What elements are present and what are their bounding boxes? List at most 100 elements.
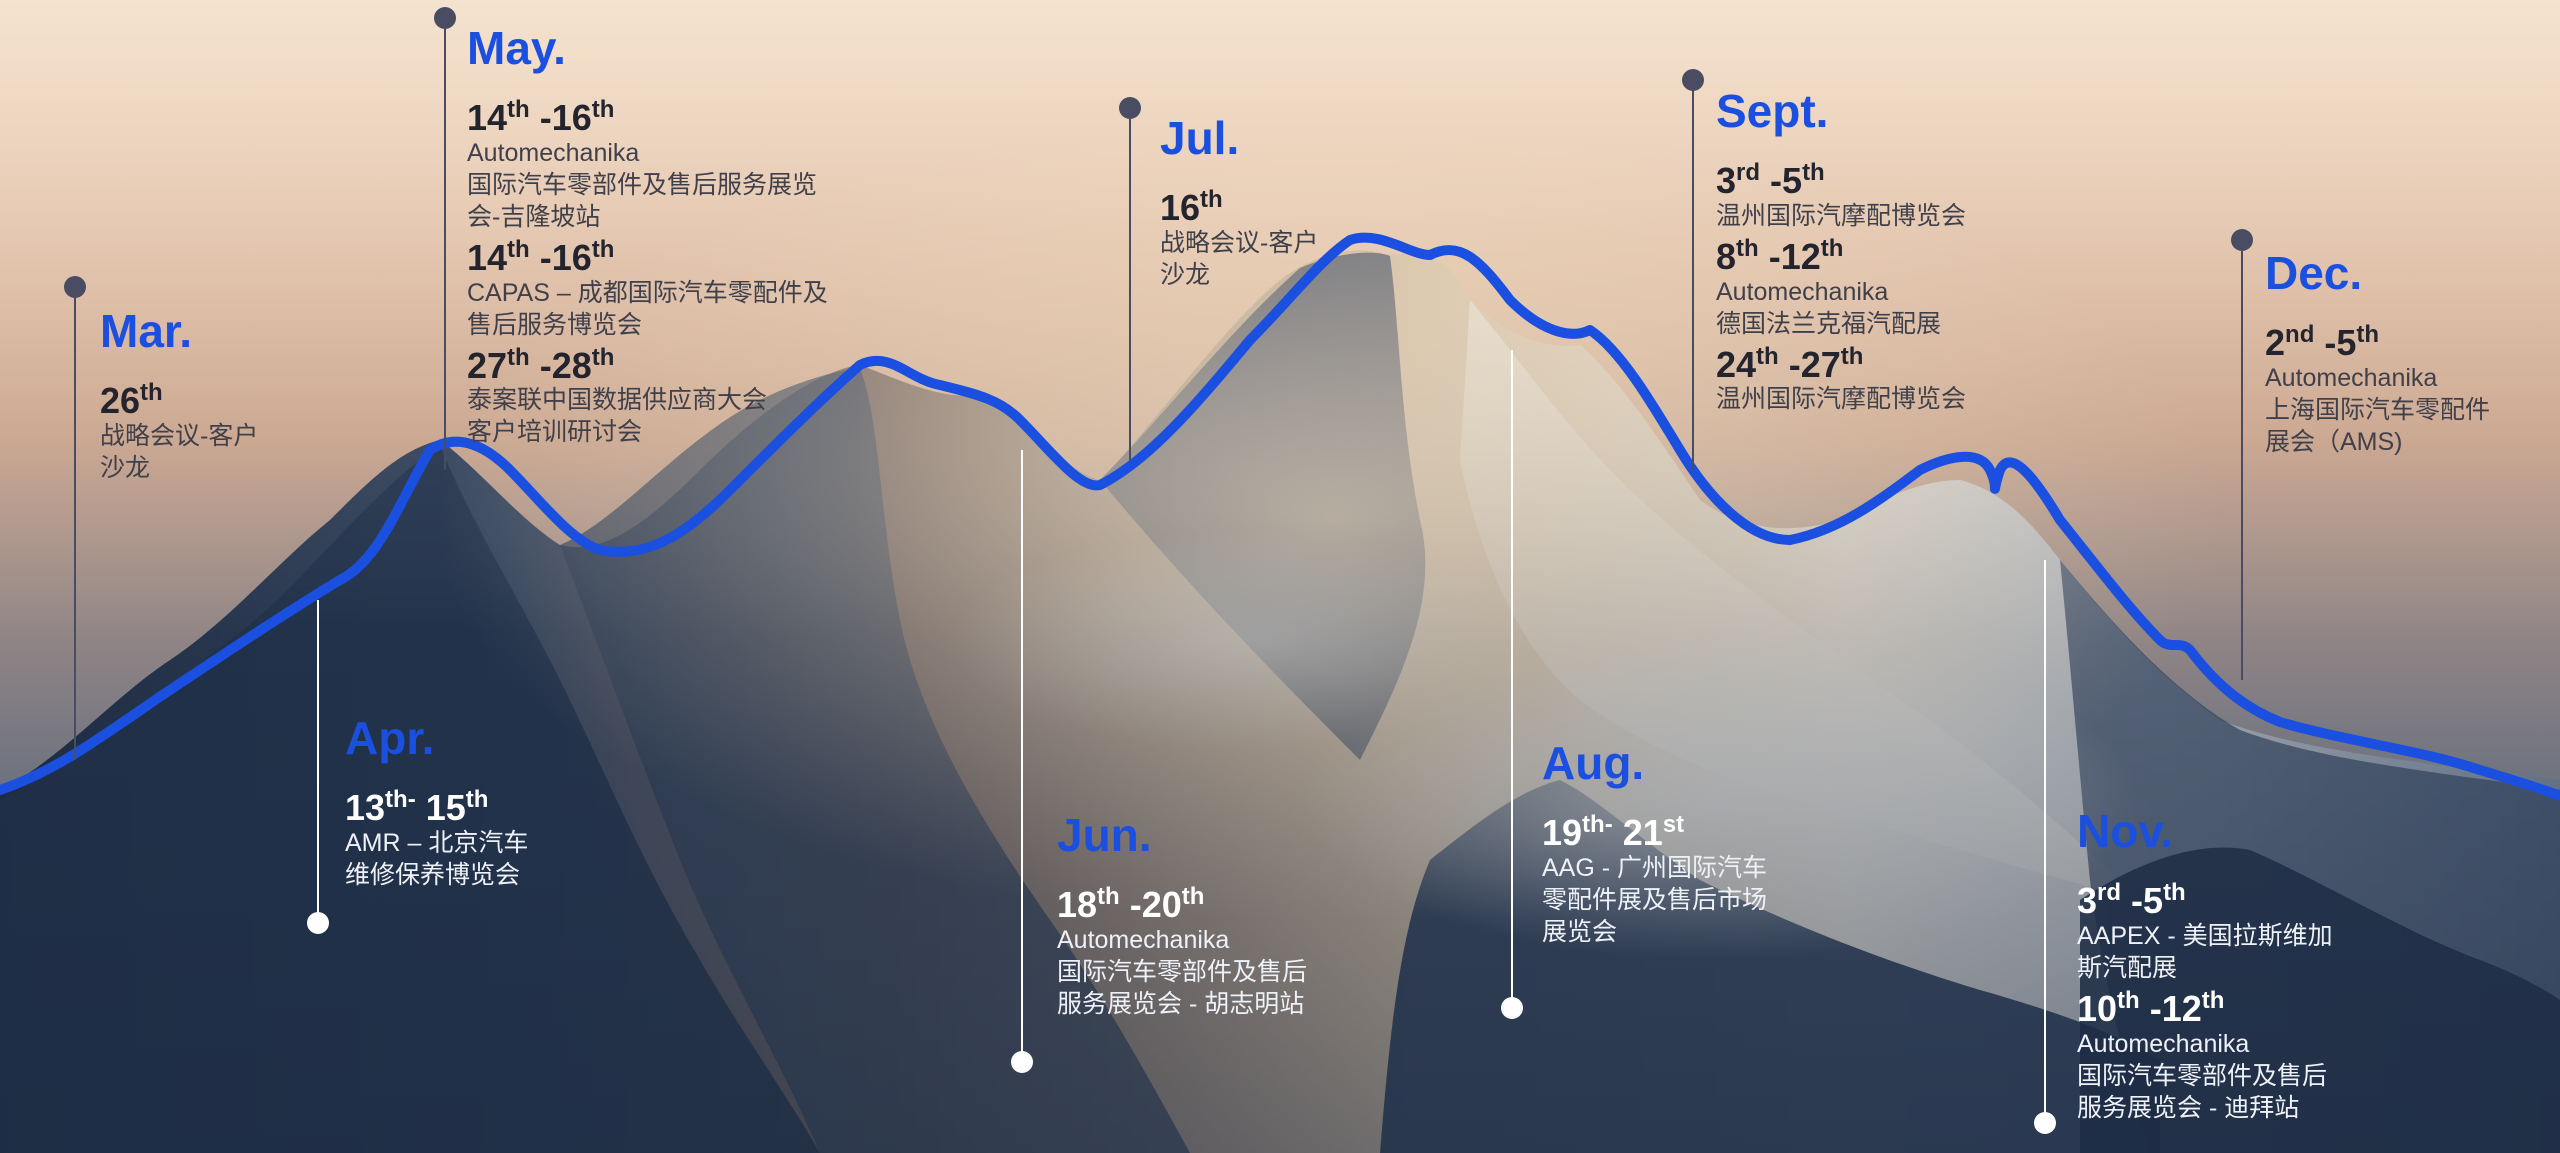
date-end-sup: th [591,96,615,123]
event-name-line: 斯汽配展 [2077,953,2178,982]
event-date: 19th- 21st [1542,811,1767,853]
date-sep: - [2314,322,2337,363]
month-label: Jun. [1057,809,1152,861]
month-label: Jul. [1160,112,1240,164]
date-end: 28 [551,344,592,386]
event-name-line: AAG - 广州国际汽车 [1542,853,1768,882]
date-end: 27 [1800,343,1841,385]
date-sep: - [2121,880,2144,921]
date-end-sup: th [1181,883,1205,910]
event-apr: Apr. 13th- 15th AMR – 北京汽车 维修保养博览会 [345,715,528,891]
event-name-line: 服务展览会 - 迪拜站 [2077,1093,2300,1122]
date-end: 16 [551,97,592,138]
event-jun: Jun. 18th -20th Automechanika 国际汽车零部件及售后 服务展… [1057,812,1307,1020]
event-name-line: 温州国际汽摩配博览会 [1716,201,1967,230]
pin-dot-nov [2034,1112,2056,1134]
date-sep: - [529,236,552,278]
pin-dot-sept [1682,69,1704,91]
date-start: 27 [467,344,508,386]
event-name-line: 国际汽车零部件及售后 [1057,957,1308,986]
pin-dot-aug [1501,997,1523,1019]
date-end-sup: th [2356,321,2380,348]
date-sep [1613,812,1623,853]
event-date: 3rd -5th [2077,879,2333,921]
date-sep [416,787,426,828]
date-start-sup: th [507,235,530,263]
date-start: 26 [100,380,141,421]
date-start: 13 [345,787,386,828]
event-name-line: 展览会 [1542,917,1618,946]
event-name-line: AAPEX - 美国拉斯维加 [2077,921,2333,950]
event-name-line: 售后服务博览会 [467,310,643,339]
event-jul: Jul. 16th 战略会议-客户 沙龙 [1160,115,1318,291]
event-name-line: 沙龙 [100,453,151,482]
date-end: 5 [2143,880,2164,921]
event-date: 10th -12th [2077,987,2333,1029]
event-name-line: Automechanika [1057,925,1230,954]
date-sep: - [529,97,552,138]
date-start: 14 [467,97,508,138]
date-start-sup: rd [2097,879,2122,906]
month-label: Sept. [1716,85,1829,137]
timeline-wave [0,232,2560,801]
month-label: Nov. [2077,805,2174,857]
event-mar: Mar. 26th 战略会议-客户 沙龙 [100,308,258,484]
date-end-sup: th [591,235,615,263]
date-start: 18 [1057,884,1098,925]
date-sep: - [1778,343,1801,385]
date-start: 8 [1716,235,1737,277]
date-end-sup: th [2163,879,2186,906]
event-name-line: 温州国际汽摩配博览会 [1716,385,1967,414]
event-name-line: 战略会议-客户 [100,421,259,450]
date-start: 2 [2265,322,2286,363]
event-date: 24th -27th [1716,342,1966,385]
date-start-sup: th [1097,883,1120,910]
event-date: 8th -12th [1716,234,1966,277]
date-start-sup: th [1756,342,1779,370]
date-end: 12 [2161,987,2202,1029]
pin-dot-apr [307,912,329,934]
date-sep: - [2139,987,2162,1029]
event-date: 16th [1160,186,1318,227]
event-name-line: 沙龙 [1160,260,1211,289]
date-start-sup: nd [2285,321,2315,348]
event-name-line: 上海国际汽车零配件 [2265,395,2491,424]
event-date: 3rd -5th [1716,159,1966,201]
event-name-line: Automechanika [2265,363,2438,392]
date-sep: - [1760,160,1783,201]
date-start-sup: th- [1582,811,1613,838]
event-sept: Sept. 3rd -5th 温州国际汽摩配博览会 8th -12th Automech… [1716,88,1966,415]
date-start: 3 [2077,880,2098,921]
date-end-sup: th [591,343,615,371]
date-start: 10 [2077,987,2118,1029]
date-start-sup: th [1200,186,1223,213]
date-sep: - [529,344,552,386]
event-date: 26th [100,379,258,421]
event-may: May. 14th -16th Automechanika 国际汽车零部件及售后服务展… [467,25,828,448]
date-end: 21 [1622,812,1663,853]
date-start-sup: th- [385,786,416,813]
event-name-line: 零配件展及售后市场 [1542,885,1768,914]
date-start-sup: th [140,379,163,406]
event-date: 14th -16th [467,96,828,138]
pin-dot-may [434,7,456,29]
date-start: 24 [1716,343,1757,385]
event-date: 18th -20th [1057,883,1307,925]
date-end-sup: th [1820,234,1844,262]
date-start-sup: rd [1736,159,1761,186]
event-name-line: Automechanika [2077,1029,2250,1058]
event-aug: Aug. 19th- 21st AAG - 广州国际汽车 零配件展及售后市场 展览会 [1542,740,1767,948]
date-end: 20 [1141,884,1182,925]
event-name-line: 战略会议-客户 [1160,228,1319,257]
pin-dot-dec [2231,229,2253,251]
event-name-line: AMR – 北京汽车 [345,828,529,857]
event-date: 2nd -5th [2265,321,2490,363]
event-date: 14th -16th [467,235,828,278]
date-end-sup: st [1662,811,1685,838]
date-end: 16 [551,236,592,278]
date-start-sup: th [507,343,530,371]
date-start: 14 [467,236,508,278]
